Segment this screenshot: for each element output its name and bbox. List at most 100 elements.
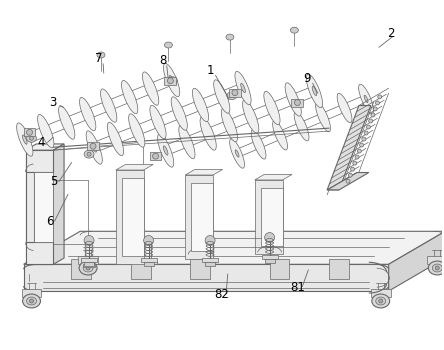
Ellipse shape: [205, 236, 215, 245]
Polygon shape: [33, 172, 53, 243]
Ellipse shape: [294, 100, 301, 106]
Bar: [71, 259, 91, 279]
Ellipse shape: [316, 103, 330, 132]
Ellipse shape: [235, 71, 251, 105]
Ellipse shape: [90, 143, 96, 149]
Ellipse shape: [167, 77, 177, 85]
Ellipse shape: [235, 150, 239, 157]
Ellipse shape: [97, 52, 105, 58]
Polygon shape: [264, 256, 276, 259]
Ellipse shape: [163, 63, 180, 97]
Polygon shape: [24, 231, 444, 264]
Ellipse shape: [84, 150, 94, 158]
Polygon shape: [291, 99, 303, 106]
Ellipse shape: [23, 135, 27, 144]
Text: 82: 82: [214, 288, 230, 301]
Ellipse shape: [306, 74, 322, 108]
Ellipse shape: [143, 236, 154, 245]
Ellipse shape: [27, 130, 32, 135]
Ellipse shape: [369, 119, 373, 123]
Text: 2: 2: [387, 27, 394, 40]
Text: 8: 8: [159, 54, 166, 68]
Ellipse shape: [241, 83, 246, 93]
Ellipse shape: [290, 27, 298, 33]
Polygon shape: [229, 89, 241, 97]
Ellipse shape: [30, 136, 33, 140]
Polygon shape: [26, 172, 33, 243]
Ellipse shape: [171, 97, 187, 130]
Text: 6: 6: [46, 215, 53, 228]
Polygon shape: [164, 77, 176, 85]
Polygon shape: [262, 256, 278, 259]
Ellipse shape: [83, 264, 93, 272]
Polygon shape: [116, 164, 153, 170]
Polygon shape: [145, 261, 157, 264]
Polygon shape: [428, 256, 444, 264]
Ellipse shape: [38, 114, 54, 148]
Polygon shape: [116, 170, 143, 264]
Ellipse shape: [294, 111, 309, 141]
Ellipse shape: [348, 173, 352, 177]
Text: 4: 4: [38, 136, 45, 149]
Ellipse shape: [230, 94, 234, 98]
Ellipse shape: [143, 72, 159, 105]
Polygon shape: [26, 243, 53, 264]
Text: 81: 81: [290, 281, 305, 294]
Ellipse shape: [364, 95, 368, 103]
Ellipse shape: [378, 95, 382, 99]
Ellipse shape: [23, 294, 40, 308]
Ellipse shape: [92, 143, 96, 152]
Ellipse shape: [153, 153, 159, 159]
Ellipse shape: [200, 117, 216, 150]
Ellipse shape: [357, 149, 361, 153]
Ellipse shape: [312, 86, 317, 96]
Polygon shape: [265, 259, 274, 263]
Ellipse shape: [230, 139, 245, 168]
Polygon shape: [261, 188, 282, 246]
Polygon shape: [191, 183, 213, 251]
Polygon shape: [83, 264, 95, 267]
Ellipse shape: [163, 146, 168, 155]
Ellipse shape: [27, 297, 36, 305]
Ellipse shape: [150, 105, 166, 139]
Text: 5: 5: [50, 175, 57, 188]
Ellipse shape: [379, 299, 383, 303]
Polygon shape: [78, 256, 98, 264]
Ellipse shape: [366, 125, 370, 129]
Ellipse shape: [79, 97, 96, 131]
Ellipse shape: [16, 123, 33, 156]
Ellipse shape: [164, 42, 172, 48]
Polygon shape: [53, 144, 64, 264]
Ellipse shape: [242, 100, 259, 133]
Polygon shape: [388, 231, 444, 291]
Ellipse shape: [264, 91, 280, 125]
Ellipse shape: [372, 294, 390, 308]
Polygon shape: [24, 264, 388, 291]
Ellipse shape: [227, 92, 237, 100]
Polygon shape: [202, 258, 218, 262]
Polygon shape: [185, 169, 222, 175]
Ellipse shape: [129, 114, 145, 147]
Text: 3: 3: [50, 96, 57, 109]
Ellipse shape: [158, 134, 174, 167]
Ellipse shape: [226, 34, 234, 40]
Ellipse shape: [360, 143, 364, 147]
Polygon shape: [24, 128, 36, 136]
Ellipse shape: [285, 83, 301, 116]
Text: 7: 7: [95, 52, 103, 65]
Ellipse shape: [232, 90, 238, 96]
Polygon shape: [255, 180, 282, 254]
Polygon shape: [81, 258, 97, 262]
Ellipse shape: [30, 299, 33, 303]
Ellipse shape: [214, 80, 230, 113]
Ellipse shape: [362, 137, 366, 141]
Ellipse shape: [273, 120, 287, 150]
Ellipse shape: [169, 76, 174, 85]
Ellipse shape: [167, 78, 174, 84]
Ellipse shape: [27, 134, 36, 142]
Ellipse shape: [428, 261, 444, 275]
Polygon shape: [143, 262, 154, 266]
Ellipse shape: [373, 107, 377, 111]
Polygon shape: [26, 150, 53, 264]
Text: 1: 1: [206, 64, 214, 77]
